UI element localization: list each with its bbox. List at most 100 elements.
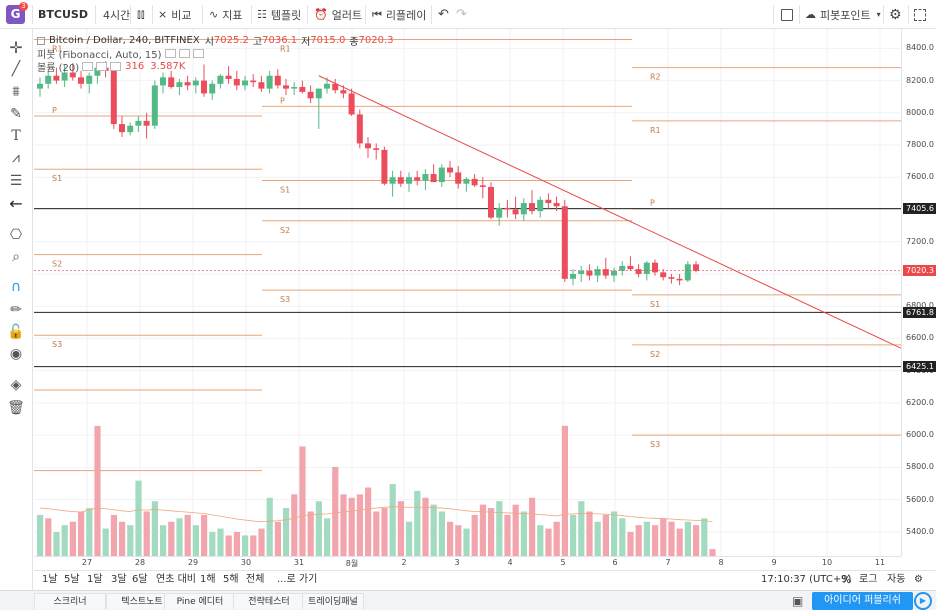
range-button[interactable]: 5해: [223, 574, 239, 585]
settings-icon[interactable]: [82, 62, 94, 71]
fullscreen-icon[interactable]: [914, 0, 926, 29]
time-tick-label: 4: [507, 558, 513, 567]
chart-type-icon[interactable]: ⫾⫾: [137, 7, 145, 21]
trash-icon[interactable]: 🗑: [7, 400, 25, 416]
gear-icon[interactable]: ⚙: [889, 6, 902, 23]
trendline[interactable]: [318, 75, 901, 368]
time-tick-label: 8: [718, 558, 724, 567]
volume-bar: [381, 508, 388, 556]
range-button[interactable]: 1해: [200, 574, 216, 585]
volume-bar: [151, 501, 158, 556]
pivot-label: P: [52, 106, 57, 115]
replay-button[interactable]: ⏮ 리플레이: [372, 7, 427, 22]
play-icon[interactable]: ▶: [914, 592, 932, 610]
candle-body: [225, 75, 232, 79]
time-tick-label: 6: [612, 558, 618, 567]
publish-idea-button[interactable]: 아이디어 퍼블리쉬: [812, 592, 913, 610]
brush-tool-icon[interactable]: ✎: [10, 106, 22, 122]
lock-icon[interactable]: 🔓: [7, 324, 25, 340]
range-button[interactable]: 1달: [87, 574, 103, 585]
candle-body: [553, 203, 560, 207]
candle-body: [176, 82, 183, 88]
panel-tab[interactable]: 전략테스터: [233, 593, 305, 609]
drawing-toolbar: ✛ ╱ ⩩ ✎ T ⩘ ☰ ← ⎔ ⌕ ∩ ✏ 🔓 ◉ ◈ 🗑: [0, 29, 33, 594]
pivot-label: S3: [52, 340, 62, 349]
compare-button[interactable]: ⨯ 비교: [158, 8, 192, 22]
legend-close: 7020.3: [358, 35, 394, 46]
goto-date-button[interactable]: ...로 가기: [277, 574, 318, 585]
candle-body: [373, 148, 380, 150]
volume-bar: [324, 518, 331, 556]
volume-bar: [561, 425, 568, 556]
magnet-icon[interactable]: ∩: [10, 279, 22, 295]
hide-icon[interactable]: [96, 62, 108, 71]
panel-tab[interactable]: Pine 에디터: [164, 593, 236, 609]
time-tick-label: 8월: [345, 559, 359, 568]
volume-bar: [586, 511, 593, 556]
symbol-search[interactable]: BTCUSD: [38, 8, 88, 21]
panel-tab[interactable]: 스크리너: [34, 593, 106, 609]
range-button[interactable]: 6달: [132, 574, 148, 585]
fib-tool-icon[interactable]: ⩩: [12, 84, 20, 100]
log-toggle[interactable]: 로그: [859, 574, 878, 585]
stay-drawing-icon[interactable]: ✏: [10, 302, 22, 318]
interval-button[interactable]: 4시간: [103, 8, 131, 22]
auto-toggle[interactable]: 자동: [887, 574, 906, 585]
text-tool-icon[interactable]: T: [11, 128, 21, 144]
volume-bar: [676, 528, 683, 556]
clock[interactable]: 17:10:37 (UTC+9): [761, 574, 852, 585]
panel-tab[interactable]: 트레이딩패널: [302, 593, 364, 609]
pivot-label: R1: [650, 126, 661, 135]
range-button[interactable]: 전체: [246, 574, 265, 585]
volume-ma-line: [39, 506, 713, 523]
price-chart[interactable]: R1 P S1 S2 S3 R1 P S1 S2 S3 R2 R1 P S1 S2 S3: [34, 29, 901, 556]
templates-button[interactable]: ☷ 템플릿: [257, 8, 302, 22]
prediction-tool-icon[interactable]: ☰: [9, 173, 23, 189]
hide-icon[interactable]: [178, 49, 190, 58]
volume-bar: [397, 501, 404, 556]
templates-icon: ☷: [257, 8, 267, 21]
close-icon[interactable]: [110, 62, 122, 71]
legend-collapse-icon[interactable]: [37, 36, 45, 45]
candle-body: [37, 83, 43, 89]
volume-bar: [356, 494, 363, 556]
eye-icon[interactable]: ◉: [9, 346, 23, 362]
candle-body: [414, 177, 421, 181]
price-axis[interactable]: 8400.08200.08000.07800.07600.07400.07200…: [901, 29, 936, 556]
back-arrow-icon[interactable]: ←: [9, 193, 23, 213]
pivot-label: P: [280, 96, 285, 105]
volume-bar: [61, 525, 68, 556]
layout-icon[interactable]: [781, 0, 793, 29]
price-tick-label: 6800.0: [906, 301, 934, 311]
range-button[interactable]: 1날: [42, 574, 58, 585]
volume-bar: [119, 521, 126, 556]
camera-icon[interactable]: ▣: [792, 594, 804, 608]
volume-bar: [160, 525, 167, 556]
undo-icon[interactable]: ↶: [438, 7, 449, 22]
ruler-icon[interactable]: ⎔: [9, 227, 23, 243]
price-tick-label: 7200.0: [906, 236, 934, 246]
range-button[interactable]: 연초 대비: [156, 574, 196, 585]
price-tick-label: 5600.0: [906, 494, 934, 504]
zoom-icon[interactable]: ⌕: [12, 249, 20, 265]
candle-body: [520, 203, 527, 215]
pivot-layout-button[interactable]: ☁ 피봇포인트 ▾: [805, 8, 881, 22]
time-axis[interactable]: 27 28 29 30 31 8월 2 3 4 5 6 7 8 9 10 11: [34, 556, 901, 570]
candle-body: [332, 83, 339, 91]
chart-settings-icon[interactable]: ⚙: [914, 574, 923, 585]
range-button[interactable]: 3달: [111, 574, 127, 585]
settings-icon[interactable]: [164, 49, 176, 58]
range-button[interactable]: 5날: [64, 574, 80, 585]
volume-bar: [709, 549, 716, 556]
crosshair-icon[interactable]: ✛: [9, 37, 23, 57]
trendline-tool-icon[interactable]: ╱: [11, 61, 21, 77]
indicators-button[interactable]: ∿ 지표: [209, 8, 243, 22]
close-icon[interactable]: [192, 49, 204, 58]
volume-bar: [635, 525, 642, 556]
redo-icon[interactable]: ↷: [456, 7, 467, 22]
percent-toggle[interactable]: %: [841, 573, 852, 586]
alert-button[interactable]: ⏰ 얼러트: [314, 8, 363, 22]
layers-icon[interactable]: ◈: [10, 377, 22, 393]
pattern-tool-icon[interactable]: ⩘: [12, 150, 20, 166]
candle-body: [422, 174, 429, 181]
